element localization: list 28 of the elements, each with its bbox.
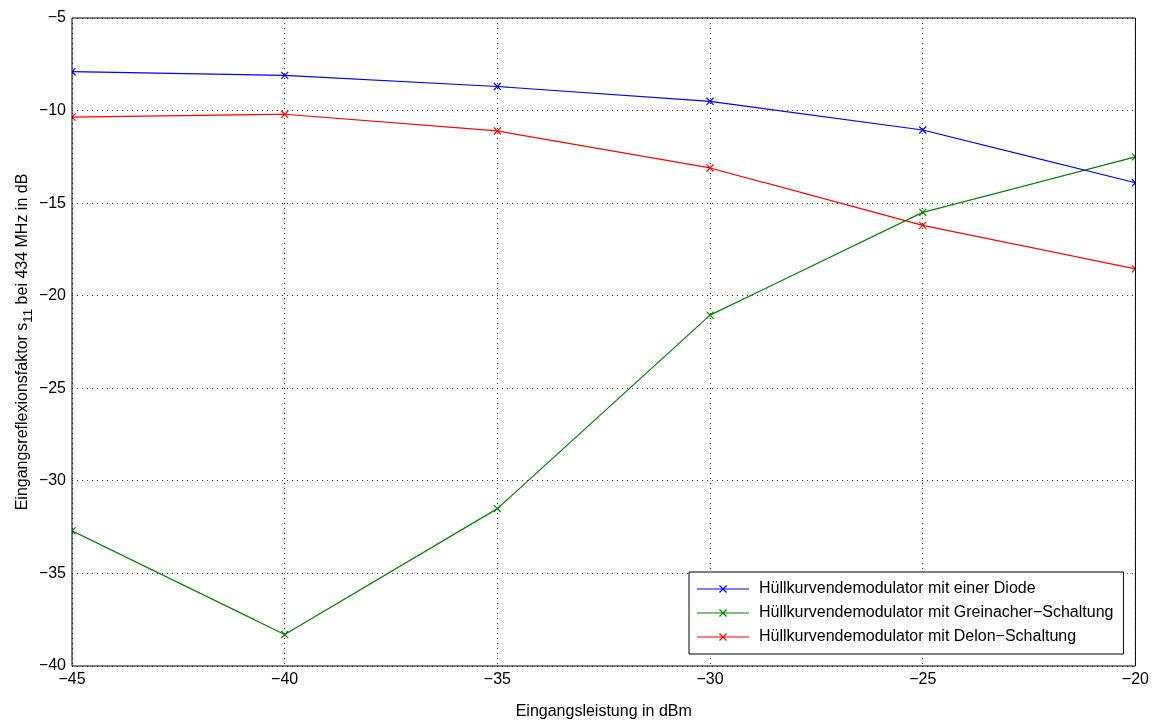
y-tick-label: −25 [38,378,67,396]
legend-label: Hüllkurvendemodulator mit Delon−Schaltung [759,627,1077,645]
y-tick-label: −5 [47,8,67,26]
y-tick-label: −15 [38,193,67,211]
point [493,82,502,91]
legend-label: Hüllkurvendemodulator mit einer Diode [759,579,1036,597]
x-tick-label: −35 [483,670,512,688]
y-tick-label: −20 [38,286,67,304]
point [918,208,927,217]
point [918,221,927,230]
point [493,504,502,513]
point [705,97,715,106]
x-tick-label: −25 [909,670,937,688]
point [280,71,289,80]
x-tick-label: −40 [271,670,299,688]
point [705,163,715,173]
x-tick-label: −20 [1121,670,1150,688]
point [493,126,502,136]
y-tick-label: −35 [38,563,67,581]
legend-label: Hüllkurvendemodulator mit Greinacher−Schaltung [759,603,1114,621]
point [705,311,715,320]
y-tick-label: −30 [38,471,67,489]
point [280,110,289,119]
point [280,630,289,639]
x-tick-label: −30 [696,670,724,688]
point [918,125,927,135]
x-axis-title: Eingangsleistung in dBm [515,701,692,719]
y-tick-label: −10 [38,100,67,118]
